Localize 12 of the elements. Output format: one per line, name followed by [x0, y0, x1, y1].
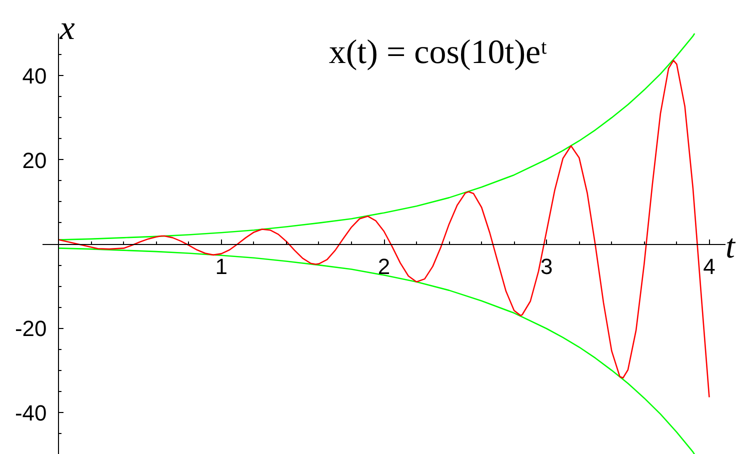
x-tick-label: 4	[703, 254, 716, 279]
y-axis-title: x	[58, 10, 75, 47]
x-tick-label: 3	[540, 254, 553, 279]
x-axis-title: t	[726, 228, 736, 266]
x-tick-label: 1	[215, 254, 228, 279]
chart-title: x(t) = cos(10t)eᵗ	[328, 34, 548, 71]
y-tick-label: 40	[22, 64, 47, 89]
y-tick-label: -20	[14, 316, 47, 342]
y-tick-label: -40	[14, 400, 47, 426]
line-series	[58, 248, 696, 454]
y-tick-label: 20	[22, 148, 47, 173]
x-tick-label: 2	[378, 254, 390, 279]
